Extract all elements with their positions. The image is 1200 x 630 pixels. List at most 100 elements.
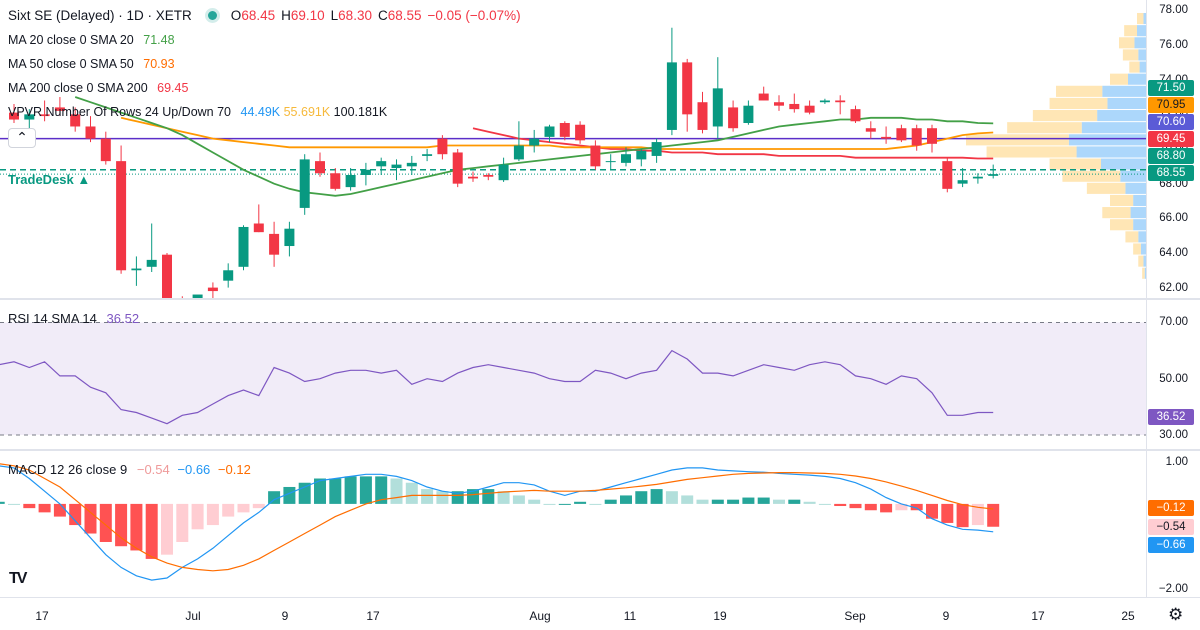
macd-histogram-bar [8,503,20,505]
rsi-line [0,349,994,425]
macd-histogram-bar [191,503,204,530]
macd-histogram-bar [375,476,388,504]
macd-label: MACD 12 26 close 9 [8,462,128,477]
vpvr-down-bar [1086,182,1126,194]
candle-body [529,138,540,146]
candle-body [468,176,478,179]
vpvr-down-bar [1137,12,1144,25]
macd-legend[interactable]: MACD 12 26 close 9 −0.54 −0.66 −0.12 [8,462,251,477]
macd-histogram-bar [298,482,311,504]
price-chart-svg[interactable] [0,0,1146,298]
macd-histogram-bar [742,497,755,504]
macd-histogram-bar [849,503,862,509]
macd-histogram-bar [574,501,587,504]
rsi-chart-svg[interactable] [0,300,1146,449]
market-status-dot-icon [207,11,217,20]
vpvr-up-bar [1133,219,1146,231]
vpvr-up-bar [1107,97,1146,110]
price-tag-label[interactable]: 70.95 [1148,97,1194,113]
candle-body [636,150,647,160]
macd-histogram-bar [880,503,893,513]
candle-body [192,294,203,298]
ma200-legend[interactable]: MA 200 close 0 SMA 200 69.45 [8,81,188,95]
time-axis[interactable]: 17 Jul 9 17 Aug 11 19 Sep 9 17 25 [0,597,1200,630]
candle-body [758,93,769,101]
candle-body [253,223,264,233]
candle-body [345,174,356,188]
macd-value-tag[interactable]: −0.66 [1148,537,1194,553]
vpvr-down-bar [1056,85,1103,97]
rsi-value-tag[interactable]: 36.52 [1148,408,1194,425]
vpvr-down-bar [1110,73,1128,85]
vpvr-label: VPVR Number Of Rows 24 Up/Down 70 [8,105,232,119]
macd-histogram-bar [161,503,173,555]
macd-chart-svg[interactable] [0,451,1146,597]
price-tag-label[interactable]: 69.45 [1148,131,1194,147]
candle-body [498,164,509,181]
macd-histogram-bar [558,503,571,505]
macd-histogram-bar [467,489,479,504]
macd-hist-value: −0.54 [136,462,170,477]
vpvr-up-bar [1138,49,1146,61]
time-tick-label: Sep [844,609,866,623]
candle-body [284,228,295,247]
candle-body [850,109,861,122]
macd-histogram-bar [926,503,938,519]
macd-histogram-bar [206,503,219,526]
vpvr-down-bar [1138,255,1144,267]
price-tick-label: 66.00 [1159,212,1188,225]
price-tag-label[interactable]: 68.55 [1148,165,1194,181]
candle-body [942,161,953,189]
ma20-legend[interactable]: MA 20 close 0 SMA 20 71.48 [8,33,175,47]
tradingview-logo-icon[interactable]: TV [9,570,28,587]
candle-body [39,114,50,117]
price-tag-label[interactable]: 71.50 [1148,80,1194,96]
macd-value-tag[interactable]: −0.12 [1148,500,1194,516]
candle-body [70,114,81,127]
macd-value-tag[interactable]: −0.54 [1148,519,1194,535]
macd-histogram-bar [528,499,541,504]
vpvr-up-bar [1102,85,1146,97]
vpvr-legend[interactable]: VPVR Number Of Rows 24 Up/Down 70 44.49K… [8,105,387,119]
rsi-axis[interactable]: 70.00 50.00 30.00 [1146,300,1200,449]
rsi-legend[interactable]: RSI 14 SMA 14 36.52 [8,311,139,326]
macd-histogram-bar [451,491,464,504]
pane-divider[interactable] [0,298,1200,300]
collapse-legend-button[interactable]: ⌃ [8,128,36,148]
vpvr-up-bar [1081,122,1146,134]
macd-histogram-bar [711,499,724,504]
ma50-line [120,116,994,150]
rsi-tick-label: 50.00 [1159,372,1188,385]
candle-body [682,62,693,115]
vpvr-down-bar [1102,207,1131,219]
macd-histogram-bar [941,503,954,523]
ohlc-close-value: 68.55 [387,8,422,23]
rsi-pane[interactable] [0,300,1146,449]
price-tick-label: 64.00 [1159,246,1188,259]
price-tag-label[interactable]: 68.80 [1148,148,1194,164]
ma50-legend[interactable]: MA 50 close 0 SMA 50 70.93 [8,57,175,71]
time-tick-label: 9 [942,609,950,623]
price-tag-label[interactable]: 70.60 [1148,114,1194,130]
vpvr-up-bar [1143,255,1146,267]
macd-histogram-bar [987,503,1000,527]
chevron-up-icon: ⌃ [16,129,28,145]
settings-gear-icon[interactable]: ⚙ [1168,605,1184,624]
candle-body [406,162,417,167]
candle-body [575,124,586,141]
pane-divider[interactable] [0,449,1200,451]
vpvr-up-bar [1143,12,1146,25]
macd-pane[interactable] [0,451,1146,597]
time-tick-label: 17 [35,609,49,623]
tradedesk-badge[interactable]: TradeDesk ▲ [8,172,91,187]
main-price-pane[interactable] [0,0,1146,298]
price-tick-label: 76.00 [1159,39,1188,52]
ma20-value: 71.48 [143,33,175,47]
macd-histogram-bar [512,495,525,504]
rsi-tick-label: 30.00 [1159,428,1188,441]
symbol-title[interactable]: Sixt SE (Delayed) · 1D · XETR [8,8,192,23]
candle-body [131,268,142,271]
macd-histogram-bar [99,503,112,542]
vpvr-down-bar [966,134,1069,146]
candle-body [360,169,371,175]
